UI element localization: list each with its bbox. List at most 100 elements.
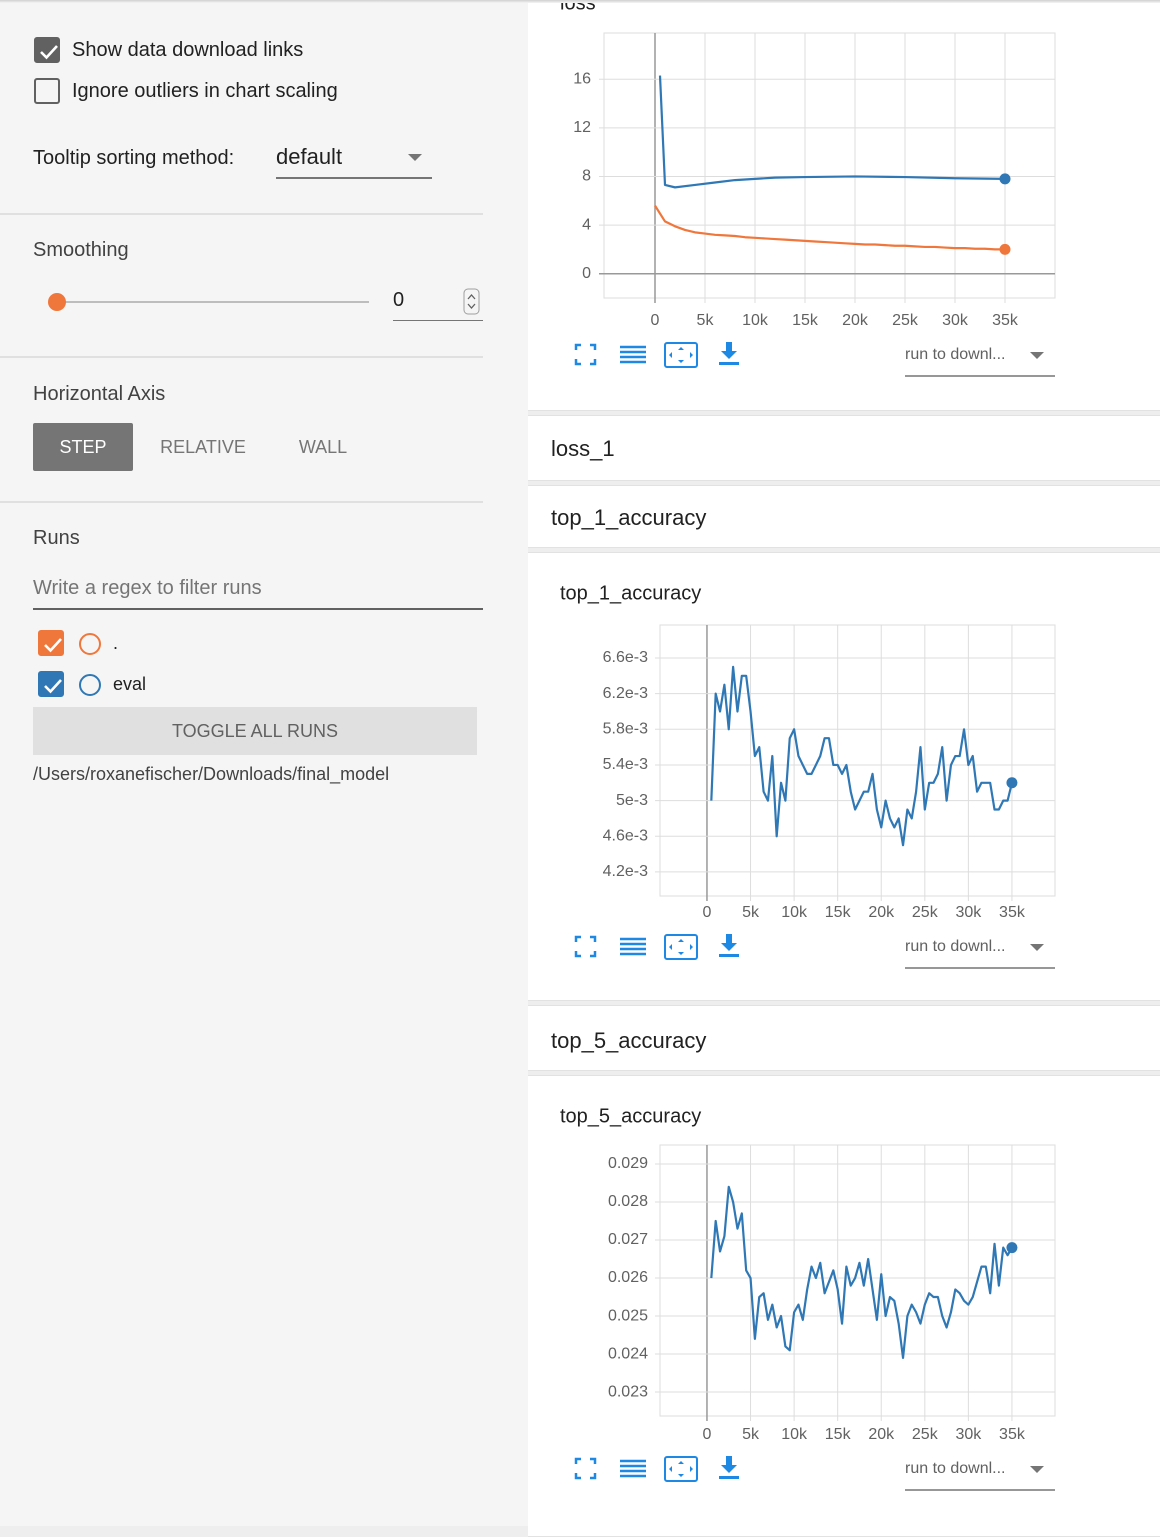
fit-icon — [664, 1456, 698, 1482]
underline — [33, 608, 483, 610]
spinner[interactable] — [463, 288, 481, 316]
checkbox[interactable] — [34, 37, 60, 63]
dropdown-arrow — [1030, 1466, 1044, 1473]
separator — [0, 213, 483, 215]
slider-track — [57, 301, 369, 303]
y-tick-label: 16 — [573, 70, 591, 87]
plot-frame — [659, 1144, 1056, 1417]
section-title: loss_1 — [551, 436, 615, 461]
y-tick-label: 0.029 — [608, 1155, 648, 1172]
run-checkbox[interactable] — [38, 671, 64, 697]
chart-title: top_1_accuracy — [560, 582, 701, 604]
download-icon — [719, 342, 739, 365]
y-tick-label: 0.024 — [608, 1345, 648, 1362]
tooltip-value[interactable]: default — [276, 144, 343, 169]
option-label: Ignore outliers in chart scaling — [72, 80, 338, 102]
axis-button[interactable]: STEP — [33, 423, 133, 471]
x-tick-label: 25k — [892, 312, 919, 329]
y-tick-label: 0.026 — [608, 1269, 648, 1286]
run-color — [79, 633, 101, 655]
y-tick-label: 0.027 — [608, 1231, 648, 1248]
series-end-point — [1006, 1242, 1018, 1254]
chart-title: top_5_accuracy — [560, 1105, 701, 1127]
slider-knob[interactable] — [48, 293, 66, 311]
fit-icon — [669, 1461, 693, 1477]
series-line — [654, 205, 1005, 251]
download-icon — [719, 934, 739, 957]
separator — [0, 501, 483, 503]
checkbox[interactable] — [34, 78, 60, 104]
y-tick-label: 12 — [573, 119, 591, 136]
y-tick-label: 0.023 — [608, 1383, 648, 1400]
fullscreen-icon — [574, 343, 597, 366]
y-tick-label: 5e-3 — [616, 792, 648, 809]
charts: loss 0 5k 10k 15k 20k 25k 30k 35k 0 4 8 12 16 run to d… — [560, 0, 1056, 1491]
x-tick-label: 20k — [868, 1426, 895, 1443]
fit-icon — [669, 939, 693, 955]
x-tick-label: 10k — [781, 1426, 808, 1443]
x-tick-label: 5k — [742, 904, 760, 921]
series-end-point — [1006, 777, 1018, 789]
download-icon — [719, 1456, 739, 1479]
underline — [276, 177, 432, 179]
section-header[interactable]: loss_1 — [528, 415, 1160, 481]
dropdown-arrow — [408, 154, 422, 161]
run-checkbox[interactable] — [38, 630, 64, 656]
filter-input[interactable]: Write a regex to filter runs — [33, 577, 262, 599]
plot-frame — [659, 624, 1056, 897]
y-tick-label: 5.8e-3 — [603, 721, 648, 738]
section-header[interactable]: top_5_accuracy — [528, 1005, 1160, 1071]
fit-icon — [664, 934, 698, 960]
x-tick-label: 5k — [697, 312, 715, 329]
fit-icon — [664, 342, 698, 368]
section-header[interactable]: top_1_accuracy — [528, 485, 1160, 548]
smoothing-label: Smoothing — [33, 239, 129, 261]
axis-button[interactable]: WALL — [298, 437, 348, 457]
underline — [393, 320, 483, 321]
x-tick-label: 20k — [842, 312, 869, 329]
x-tick-label: 35k — [992, 312, 1019, 329]
run-name: eval — [113, 674, 147, 694]
x-tick-label: 15k — [825, 1426, 852, 1443]
fullscreen-icon — [574, 935, 597, 958]
tooltip-label: Tooltip sorting method: — [33, 147, 235, 169]
dropdown-arrow — [1030, 352, 1044, 359]
series-line — [658, 75, 1006, 189]
y-tick-label: 8 — [582, 168, 591, 185]
section-title: top_1_accuracy — [551, 505, 707, 530]
x-tick-label: 25k — [912, 1426, 939, 1443]
series-end-point — [999, 243, 1011, 255]
axis-button[interactable]: RELATIVE — [160, 437, 246, 457]
plot-frame — [603, 32, 1056, 299]
toggle-runs-button[interactable]: TOGGLE ALL RUNS — [33, 707, 477, 755]
axis-label: Horizontal Axis — [33, 383, 166, 405]
series-line — [710, 1185, 1013, 1359]
y-tick-label: 0 — [582, 265, 591, 282]
y-tick-label: 6.6e-3 — [603, 649, 648, 666]
run-name: . — [113, 633, 119, 653]
x-tick-label: 0 — [703, 904, 712, 921]
series-end-point — [999, 173, 1011, 185]
x-tick-label: 5k — [742, 1426, 760, 1443]
chart-title: loss — [560, 0, 596, 14]
x-tick-label: 15k — [792, 312, 819, 329]
x-tick-label: 0 — [651, 312, 660, 329]
fullscreen-icon — [574, 1457, 597, 1480]
y-tick-label: 4.6e-3 — [603, 827, 648, 844]
x-tick-label: 10k — [742, 312, 769, 329]
smoothing-input[interactable]: 0 — [393, 289, 405, 311]
download-select: run to downl... — [905, 346, 1006, 363]
x-tick-label: 30k — [955, 1426, 982, 1443]
fit-icon — [669, 347, 693, 363]
x-tick-label: 35k — [999, 1426, 1026, 1443]
y-tick-label: 5.4e-3 — [603, 756, 648, 773]
x-tick-label: 30k — [942, 312, 969, 329]
dropdown-arrow — [1030, 944, 1044, 951]
y-tick-label: 4 — [582, 216, 591, 233]
x-tick-label: 25k — [912, 904, 939, 921]
y-tick-label: 0.025 — [608, 1307, 648, 1324]
download-select: run to downl... — [905, 938, 1006, 955]
sidebar: Show data download links Ignore outliers… — [0, 0, 528, 1526]
section-title: top_5_accuracy — [551, 1028, 707, 1053]
